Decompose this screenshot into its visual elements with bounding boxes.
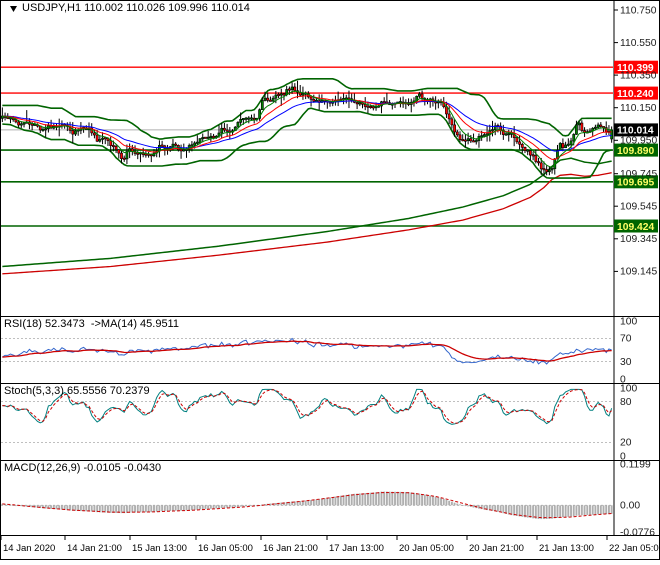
- svg-text:17 Jan 13:00: 17 Jan 13:00: [329, 543, 384, 554]
- svg-text:20 Jan 05:00: 20 Jan 05:00: [399, 543, 454, 554]
- svg-text:15 Jan 13:00: 15 Jan 13:00: [132, 543, 187, 554]
- svg-text:RSI(18) 52.3473 ->MA(14) 45.9: RSI(18) 52.3473 ->MA(14) 45.9511: [4, 318, 179, 330]
- svg-text:14 Jan 2020: 14 Jan 2020: [3, 543, 55, 554]
- svg-text:16 Jan 05:00: 16 Jan 05:00: [198, 543, 253, 554]
- svg-text:Stoch(5,3,3) 65.5556 70.2379: Stoch(5,3,3) 65.5556 70.2379: [4, 385, 150, 397]
- svg-text:110.550: 110.550: [620, 38, 657, 49]
- svg-text:20 Jan 21:00: 20 Jan 21:00: [469, 543, 524, 554]
- svg-text:30: 30: [620, 357, 632, 368]
- svg-text:110.750: 110.750: [620, 5, 657, 16]
- svg-text:100: 100: [620, 383, 637, 394]
- svg-text:109.890: 109.890: [617, 146, 654, 157]
- svg-text:0.00: 0.00: [620, 501, 640, 512]
- svg-text:110.014: 110.014: [617, 126, 654, 137]
- svg-text:109.145: 109.145: [620, 267, 657, 278]
- svg-text:110.150: 110.150: [620, 103, 657, 114]
- svg-text:16 Jan 21:00: 16 Jan 21:00: [263, 543, 318, 554]
- svg-text:109.545: 109.545: [620, 202, 657, 213]
- svg-text:MACD(12,26,9) -0.0105 -0.0430: MACD(12,26,9) -0.0105 -0.0430: [4, 462, 161, 474]
- svg-text:14 Jan 21:00: 14 Jan 21:00: [67, 543, 122, 554]
- svg-text:20: 20: [620, 438, 632, 449]
- svg-text:110.399: 110.399: [617, 63, 654, 74]
- svg-text:USDJPY,H1 110.002 110.026 109: USDJPY,H1 110.002 110.026 109.996 110.01…: [22, 2, 250, 14]
- svg-text:80: 80: [620, 397, 632, 408]
- svg-text:22 Jan 05:00: 22 Jan 05:00: [609, 543, 660, 554]
- svg-text:109.424: 109.424: [617, 222, 654, 233]
- svg-text:70: 70: [620, 334, 632, 345]
- svg-text:0.1199: 0.1199: [620, 459, 651, 470]
- svg-text:109.345: 109.345: [620, 234, 657, 245]
- svg-text:109.695: 109.695: [617, 178, 654, 189]
- svg-text:-0.0776: -0.0776: [620, 527, 655, 538]
- svg-text:21 Jan 13:00: 21 Jan 13:00: [539, 543, 594, 554]
- svg-text:100: 100: [620, 316, 637, 327]
- svg-text:110.240: 110.240: [617, 89, 654, 100]
